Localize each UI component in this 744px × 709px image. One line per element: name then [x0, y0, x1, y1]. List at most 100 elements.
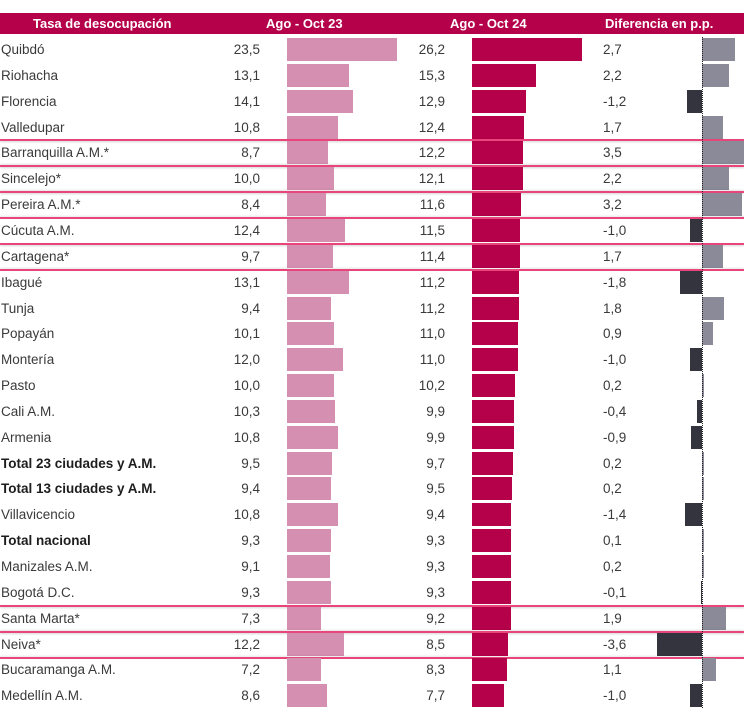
bar-2024 [472, 296, 520, 320]
bar-2024 [472, 89, 527, 113]
bar-2023 [287, 115, 338, 139]
bar-2024 [472, 684, 505, 708]
bar-2023 [287, 503, 338, 527]
bar-2024 [472, 451, 513, 475]
value-label-2024: 11,2 [419, 274, 445, 290]
value-label-2023: 9,5 [241, 455, 260, 471]
difference-value-label: 0,2 [603, 455, 622, 471]
table-row: Bucaramanga A.M. 7,2 8,3 1,1 [0, 657, 744, 683]
difference-bar-negative [689, 348, 702, 372]
value-label-2023: 9,3 [241, 533, 260, 549]
difference-value-label: 3,2 [603, 197, 622, 213]
difference-value-label: -1,0 [603, 222, 627, 238]
table-row: Valledupar 10,8 12,4 1,7 [0, 115, 744, 141]
value-label-2024: 8,3 [426, 662, 445, 678]
value-label-2024: 26,2 [418, 42, 445, 57]
bar-2024 [472, 555, 512, 578]
city-label: Total 13 ciudades y A.M. [1, 481, 157, 497]
table-row: Total 13 ciudades y A.M. 9,4 9,5 0,2 [0, 476, 744, 502]
bar-2024 [472, 270, 520, 294]
table-row: Bogotá D.C. 9,3 9,3 -0,1 [0, 580, 744, 606]
table-row: Cúcuta A.M. 12,4 11,5 -1,0 [0, 218, 744, 244]
value-label-2024: 10,2 [418, 378, 445, 394]
table-row: Cali A.M. 10,3 9,9 -0,4 [0, 399, 744, 425]
difference-value-label: 0,2 [603, 378, 622, 394]
city-label: Barranquilla A.M.* [1, 145, 110, 161]
city-label: Villavicencio [1, 507, 76, 523]
city-label: Santa Marta* [1, 610, 80, 626]
table-row: Pereira A.M.* 8,4 11,6 3,2 [0, 191, 744, 220]
value-label-2023: 10,0 [233, 171, 260, 187]
value-label-2023: 9,7 [241, 248, 260, 264]
bar-2023 [287, 63, 349, 87]
difference-value-label: 1,8 [603, 300, 622, 316]
table-row: Total 23 ciudades y A.M. 9,5 9,7 0,2 [0, 451, 744, 477]
value-label-2024: 12,4 [418, 119, 445, 135]
table-row: Santa Marta* 7,3 9,2 1,9 [0, 604, 744, 633]
bar-2024 [472, 606, 511, 630]
value-label-2023: 13,1 [233, 67, 260, 83]
value-label-2024: 11,6 [419, 197, 445, 213]
city-label: Cartagena* [1, 248, 70, 264]
table-row: Montería 12,0 11,0 -1,0 [0, 347, 744, 373]
bar-2024 [472, 141, 524, 165]
city-label: Neiva* [1, 636, 41, 652]
table-row: Villavicencio 10,8 9,4 -1,4 [0, 502, 744, 528]
bar-2023 [287, 38, 398, 61]
city-label: Medellín A.M. [1, 688, 83, 704]
difference-value-label: 2,7 [603, 42, 622, 57]
value-label-2024: 11,4 [419, 248, 445, 264]
difference-value-label: 2,2 [603, 67, 622, 83]
table-row: Tunja 9,4 11,2 1,8 [0, 296, 744, 322]
bar-2023 [287, 425, 338, 449]
value-label-2024: 9,2 [426, 610, 445, 626]
table-row: Sincelejo* 10,0 12,1 2,2 [0, 165, 744, 194]
value-label-2024: 8,5 [426, 636, 445, 652]
bar-2023 [287, 555, 330, 578]
difference-bar-negative [689, 218, 702, 242]
difference-value-label: 3,5 [603, 145, 622, 161]
difference-bar-positive [702, 115, 724, 139]
bar-2024 [472, 632, 508, 656]
difference-bar-positive [702, 555, 705, 578]
value-label-2024: 9,3 [426, 584, 445, 600]
value-label-2024: 15,3 [418, 67, 445, 83]
bar-2023 [287, 270, 349, 294]
bar-2023 [287, 193, 327, 217]
value-label-2024: 9,3 [426, 533, 445, 549]
city-label: Manizales A.M. [1, 559, 93, 574]
difference-bar-positive [702, 477, 705, 501]
value-label-2024: 12,1 [418, 171, 445, 187]
city-label: Valledupar [1, 119, 65, 135]
difference-bar-negative [700, 580, 702, 604]
value-label-2023: 10,8 [233, 119, 260, 135]
bar-2023 [287, 658, 321, 682]
city-label: Total 23 ciudades y A.M. [1, 455, 157, 471]
difference-bar-negative [690, 425, 702, 449]
city-label: Ibagué [1, 274, 43, 290]
bar-2023 [287, 167, 334, 191]
bar-2024 [472, 63, 537, 87]
table-row: Florencia 14,1 12,9 -1,2 [0, 89, 744, 115]
value-label-2023: 7,2 [241, 662, 260, 678]
bar-2024 [472, 580, 512, 604]
difference-bar-positive [702, 322, 714, 346]
bar-2023 [287, 399, 336, 423]
difference-value-label: 1,7 [603, 248, 622, 264]
value-label-2024: 9,3 [426, 559, 445, 574]
value-label-2024: 11,5 [419, 222, 445, 238]
city-label: Bucaramanga A.M. [1, 662, 116, 678]
bar-2023 [287, 296, 332, 320]
value-label-2023: 9,4 [241, 300, 260, 316]
value-label-2024: 12,2 [418, 145, 445, 161]
bar-2024 [472, 167, 523, 191]
bar-2023 [287, 580, 331, 604]
bar-2024 [472, 425, 514, 449]
difference-value-label: -3,6 [603, 636, 627, 652]
value-label-2024: 9,5 [426, 481, 445, 497]
difference-value-label: 2,2 [603, 171, 622, 187]
value-label-2023: 10,1 [233, 326, 260, 342]
difference-bar-negative [687, 89, 702, 113]
bar-2023 [287, 322, 335, 346]
value-label-2023: 9,1 [241, 559, 260, 574]
